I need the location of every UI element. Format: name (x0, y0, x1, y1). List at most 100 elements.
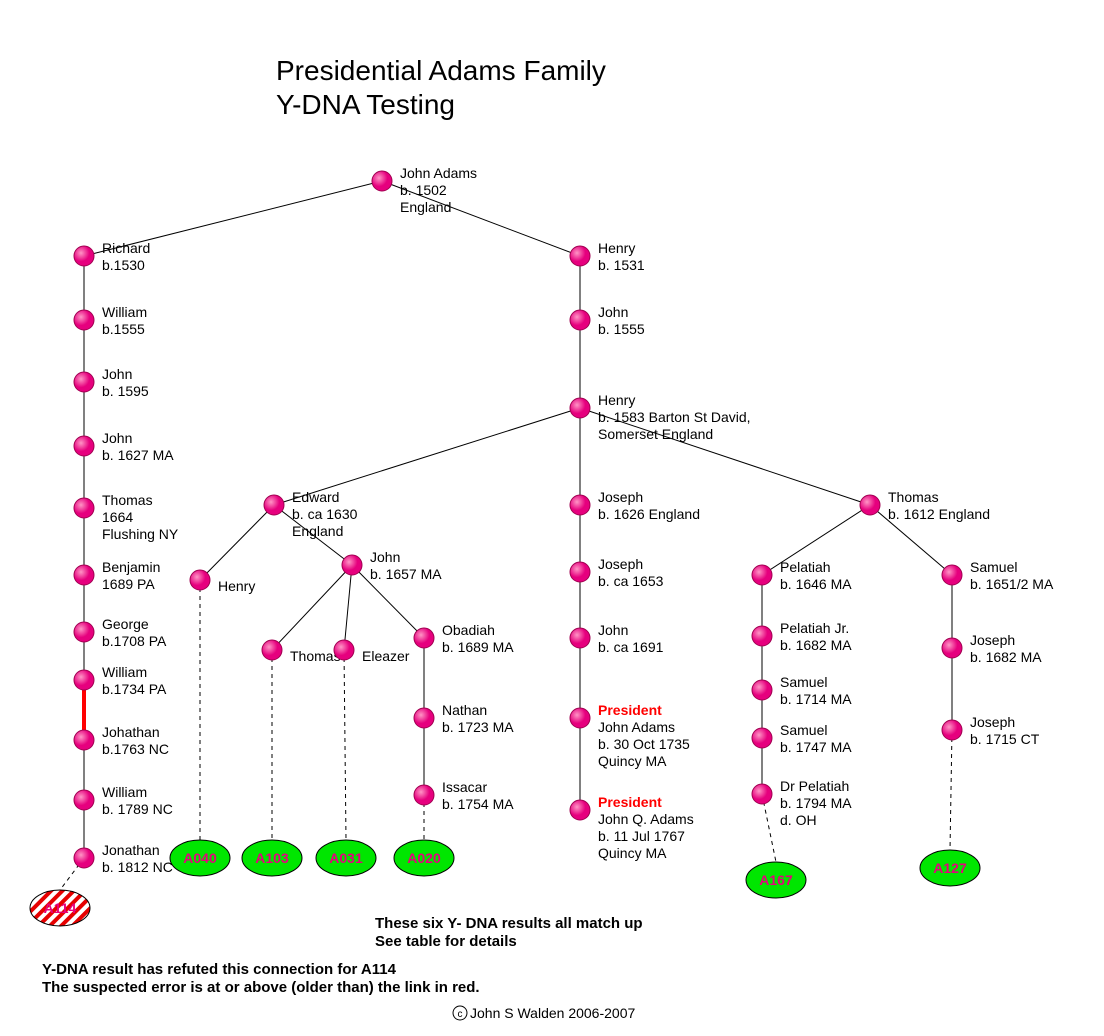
person-label-line: Thomas (290, 648, 341, 664)
person-node-circle (860, 495, 880, 515)
person-label-line: Issacar (442, 779, 487, 795)
person-node: Josephb. 1626 England (570, 489, 700, 522)
person-label-line: Flushing NY (102, 526, 179, 542)
person-label-line: Samuel (970, 559, 1017, 575)
person-label-line: 1689 PA (102, 576, 155, 592)
person-label-line: Samuel (780, 674, 827, 690)
person-label-line: John (102, 430, 132, 446)
person-node-circle (74, 372, 94, 392)
person-node: Johnb. 1595 (74, 366, 149, 399)
person-node: John Adamsb. 1502England (372, 165, 477, 215)
person-label-line: William (102, 664, 147, 680)
person-node-circle (570, 398, 590, 418)
person-label-line: John (102, 366, 132, 382)
person-node-circle (74, 310, 94, 330)
dna-results-layer: A114A040A103A031A020A167A127 (30, 840, 980, 926)
person-node: Richardb.1530 (74, 240, 150, 273)
copyright: cJohn S Walden 2006-2007 (453, 1005, 635, 1021)
person-label-line: b. 1714 MA (780, 691, 852, 707)
person-node-circle (570, 246, 590, 266)
person-label-line: Edward (292, 489, 339, 505)
person-node: Henry (190, 570, 255, 594)
person-label-line: Obadiah (442, 622, 495, 638)
dna-result-label: A020 (407, 850, 441, 866)
person-label-line: b. 1531 (598, 257, 645, 273)
president-label: President (598, 794, 662, 810)
person-node-circle (570, 800, 590, 820)
person-label-line: b. 1555 (598, 321, 645, 337)
person-node: Georgeb.1708 PA (74, 616, 167, 649)
person-node: Issacarb. 1754 MA (414, 779, 514, 812)
person-node: Samuelb. 1747 MA (752, 722, 852, 755)
person-label-line: Samuel (780, 722, 827, 738)
person-label-line: George (102, 616, 149, 632)
person-node-circle (752, 728, 772, 748)
person-label-line: b.1555 (102, 321, 145, 337)
person-label-line: William (102, 304, 147, 320)
person-node-circle (262, 640, 282, 660)
dna-result: A114 (30, 890, 90, 926)
person-node: Pelatiahb. 1646 MA (752, 559, 852, 592)
person-label-line: b. 1646 MA (780, 576, 852, 592)
person-node: Edwardb. ca 1630England (264, 489, 358, 539)
person-node: Josephb. ca 1653 (570, 556, 664, 589)
person-label-line: John Adams (598, 719, 675, 735)
dna-result: A127 (920, 850, 980, 886)
person-label-line: b. 1595 (102, 383, 149, 399)
person-node-circle (334, 640, 354, 660)
person-node-circle (570, 628, 590, 648)
person-label-line: Henry (598, 392, 635, 408)
person-label-line: b. 1651/2 MA (970, 576, 1054, 592)
person-label-line: b. 1723 MA (442, 719, 514, 735)
person-label-line: b.1734 PA (102, 681, 167, 697)
person-node: Nathanb. 1723 MA (414, 702, 514, 735)
person-node: Williamb.1734 PA (74, 664, 167, 697)
family-tree-diagram: Presidential Adams FamilyY-DNA TestingJo… (0, 0, 1104, 1036)
person-node-circle (74, 730, 94, 750)
person-label-line: England (292, 523, 343, 539)
person-label-line: England (400, 199, 451, 215)
person-label-line: William (102, 784, 147, 800)
person-node-circle (414, 628, 434, 648)
person-node-circle (942, 638, 962, 658)
person-node-circle (752, 680, 772, 700)
title-line: Y-DNA Testing (276, 89, 455, 120)
president-label: President (598, 702, 662, 718)
person-node-circle (74, 848, 94, 868)
person-node-circle (342, 555, 362, 575)
person-label-line: b. 1627 MA (102, 447, 174, 463)
dna-result: A040 (170, 840, 230, 876)
person-node: Johnb. 1657 MA (342, 549, 442, 582)
person-label-line: b. 11 Jul 1767 (598, 828, 685, 844)
person-node-circle (190, 570, 210, 590)
person-label-line: Henry (218, 578, 255, 594)
person-node-circle (74, 670, 94, 690)
person-label-line: Pelatiah Jr. (780, 620, 849, 636)
person-node: Benjamin1689 PA (74, 559, 160, 592)
notes-layer: These six Y- DNA results all match upSee… (42, 915, 643, 1021)
tree-edge (200, 505, 274, 580)
person-node: PresidentJohn Adamsb. 30 Oct 1735Quincy … (570, 702, 690, 769)
person-node-circle (74, 565, 94, 585)
edges-layer (84, 181, 952, 858)
person-node-circle (414, 708, 434, 728)
person-node-circle (74, 246, 94, 266)
dna-result-label: A103 (255, 850, 289, 866)
person-label-line: Somerset England (598, 426, 713, 442)
person-node: Pelatiah Jr.b. 1682 MA (752, 620, 852, 653)
person-label-line: John (370, 549, 400, 565)
person-label-line: b. 1715 CT (970, 731, 1040, 747)
person-node-circle (74, 622, 94, 642)
person-node: Williamb. 1789 NC (74, 784, 173, 817)
person-node-circle (942, 720, 962, 740)
person-label-line: b. 1789 NC (102, 801, 173, 817)
person-label-line: Eleazer (362, 648, 410, 664)
person-node-circle (570, 708, 590, 728)
person-node-circle (74, 436, 94, 456)
dna-result-label: A127 (933, 860, 967, 876)
person-label-line: Thomas (102, 492, 153, 508)
dna-result-label: A031 (329, 850, 363, 866)
person-label-line: b. ca 1630 (292, 506, 358, 522)
person-label-line: b. 1502 (400, 182, 447, 198)
person-label-line: Joseph (598, 556, 643, 572)
